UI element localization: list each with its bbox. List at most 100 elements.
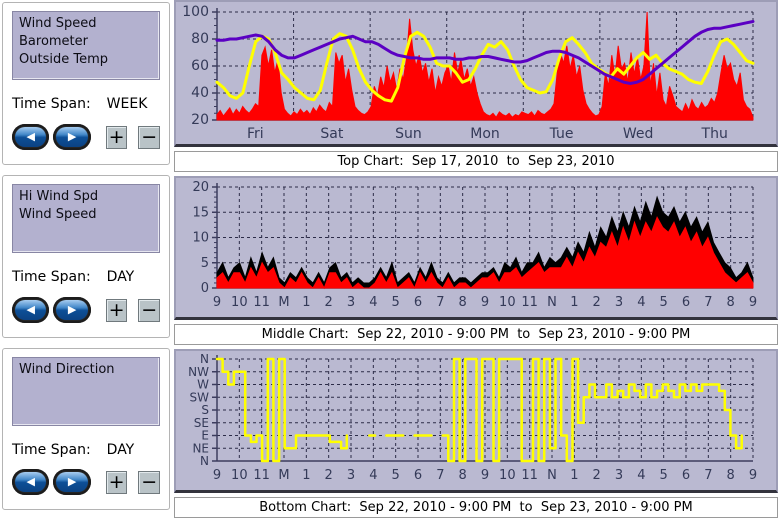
svg-text:N: N — [200, 352, 209, 366]
svg-text:Mon: Mon — [470, 126, 500, 142]
top-next-button[interactable]: ▶ — [53, 124, 91, 150]
svg-text:2: 2 — [325, 468, 333, 483]
svg-text:8: 8 — [459, 295, 467, 310]
top-time-span: Time Span: WEEK — [12, 96, 160, 112]
svg-text:2: 2 — [593, 295, 601, 310]
svg-text:8: 8 — [727, 468, 735, 483]
top-chart-caption: Top Chart: Sep 17, 2010 to Sep 23, 2010 — [174, 151, 778, 172]
svg-text:Fri: Fri — [247, 126, 264, 142]
svg-text:10: 10 — [231, 468, 248, 483]
listbox-item-wind-direction[interactable]: Wind Direction — [19, 362, 115, 377]
middle-chart-caption: Middle Chart: Sep 22, 2010 - 9:00 PM to … — [174, 324, 778, 345]
bottom-zoom-in-button[interactable]: + — [105, 470, 128, 494]
top-prev-button[interactable]: ◀ — [12, 124, 50, 150]
next-arrow-icon: ▶ — [56, 300, 88, 320]
middle-zoom-in-button[interactable]: + — [105, 298, 128, 322]
svg-text:11: 11 — [253, 295, 270, 310]
svg-text:9: 9 — [481, 468, 489, 483]
svg-text:8: 8 — [727, 295, 735, 310]
svg-text:10: 10 — [499, 295, 516, 310]
listbox-item-barometer[interactable]: Barometer — [19, 34, 88, 49]
middle-time-span: Time Span: DAY — [12, 269, 160, 285]
svg-text:6: 6 — [682, 295, 690, 310]
svg-text:60: 60 — [191, 58, 209, 74]
svg-text:3: 3 — [347, 468, 355, 483]
svg-text:5: 5 — [392, 468, 400, 483]
svg-text:Thu: Thu — [701, 126, 728, 142]
bottom-next-button[interactable]: ▶ — [53, 469, 91, 495]
svg-text:10: 10 — [192, 231, 209, 246]
listbox-item-outside-temp[interactable]: Outside Temp — [19, 52, 108, 67]
svg-text:40: 40 — [191, 85, 209, 101]
time-span-value: WEEK — [106, 96, 148, 112]
bottom-zoom-out-button[interactable]: − — [138, 470, 160, 494]
svg-text:4: 4 — [369, 468, 377, 483]
svg-text:3: 3 — [615, 468, 623, 483]
svg-text:3: 3 — [615, 295, 623, 310]
svg-text:M: M — [278, 295, 289, 310]
svg-text:NE: NE — [192, 441, 209, 455]
svg-text:8: 8 — [459, 468, 467, 483]
middle-next-button[interactable]: ▶ — [53, 297, 91, 323]
svg-text:1: 1 — [302, 468, 310, 483]
svg-text:SE: SE — [194, 416, 209, 430]
svg-text:4: 4 — [637, 468, 645, 483]
bottom-time-span: Time Span: DAY — [12, 442, 160, 458]
svg-text:7: 7 — [704, 468, 712, 483]
svg-text:10: 10 — [499, 468, 516, 483]
svg-text:S: S — [201, 403, 209, 417]
prev-arrow-icon: ◀ — [15, 472, 47, 492]
listbox-item-wind-speed[interactable]: Wind Speed — [19, 207, 97, 222]
svg-text:1: 1 — [302, 295, 310, 310]
svg-text:5: 5 — [660, 468, 668, 483]
bottom-prev-button[interactable]: ◀ — [12, 469, 50, 495]
svg-text:9: 9 — [481, 295, 489, 310]
bottom-chart-controls: Wind Direction Time Span: DAY ◀ ▶ + − — [2, 348, 170, 510]
time-span-value: DAY — [106, 442, 135, 458]
svg-text:9: 9 — [213, 468, 221, 483]
svg-text:3: 3 — [347, 295, 355, 310]
time-span-value: DAY — [106, 269, 135, 285]
svg-text:6: 6 — [414, 468, 422, 483]
svg-text:11: 11 — [253, 468, 270, 483]
svg-text:5: 5 — [201, 256, 209, 271]
top-chart-controls: Wind Speed Barometer Outside Temp Time S… — [2, 2, 170, 165]
svg-text:2: 2 — [325, 295, 333, 310]
middle-zoom-out-button[interactable]: − — [138, 298, 160, 322]
time-span-label: Time Span: — [12, 269, 91, 285]
time-span-label: Time Span: — [12, 96, 91, 112]
svg-text:E: E — [201, 429, 209, 443]
svg-text:11: 11 — [521, 468, 538, 483]
svg-text:4: 4 — [369, 295, 377, 310]
prev-arrow-icon: ◀ — [15, 300, 47, 320]
middle-prev-button[interactable]: ◀ — [12, 297, 50, 323]
next-arrow-icon: ▶ — [56, 472, 88, 492]
middle-series-listbox[interactable]: Hi Wind Spd Wind Speed — [12, 184, 160, 253]
svg-text:20: 20 — [191, 112, 209, 128]
svg-text:0: 0 — [201, 281, 209, 296]
middle-chart-controls: Hi Wind Spd Wind Speed Time Span: DAY ◀ ▶… — [2, 175, 170, 338]
bottom-chart-caption: Bottom Chart: Sep 22, 2010 - 9:00 PM to … — [174, 497, 778, 518]
listbox-item-wind-speed[interactable]: Wind Speed — [19, 16, 97, 31]
top-zoom-in-button[interactable]: + — [105, 125, 128, 149]
svg-text:100: 100 — [182, 4, 209, 20]
svg-text:10: 10 — [231, 295, 248, 310]
bottom-series-listbox[interactable]: Wind Direction — [12, 357, 160, 426]
bottom-chart: N NE E SE S SW W NW N 9 10 11 M 1 2 3 4 5 6 7 8 9 10 11 N 1 2 3 4 5 6 7… — [174, 349, 778, 493]
top-chart: 20 40 60 80 100 Fri Sat Sun Mon Tue Wed Thu — [174, 0, 778, 147]
svg-text:5: 5 — [660, 295, 668, 310]
svg-text:9: 9 — [749, 468, 757, 483]
prev-arrow-icon: ◀ — [15, 127, 47, 147]
listbox-item-hi-wind-spd[interactable]: Hi Wind Spd — [19, 189, 99, 204]
top-series-listbox[interactable]: Wind Speed Barometer Outside Temp — [12, 11, 160, 80]
top-button-row: ◀ ▶ + − — [12, 124, 160, 150]
svg-text:20: 20 — [192, 180, 209, 195]
svg-text:Wed: Wed — [623, 126, 654, 142]
svg-text:7: 7 — [704, 295, 712, 310]
top-zoom-out-button[interactable]: − — [138, 125, 160, 149]
svg-text:N: N — [547, 295, 557, 310]
svg-text:Tue: Tue — [549, 126, 574, 142]
svg-text:W: W — [197, 378, 209, 392]
svg-text:Sun: Sun — [395, 126, 422, 142]
